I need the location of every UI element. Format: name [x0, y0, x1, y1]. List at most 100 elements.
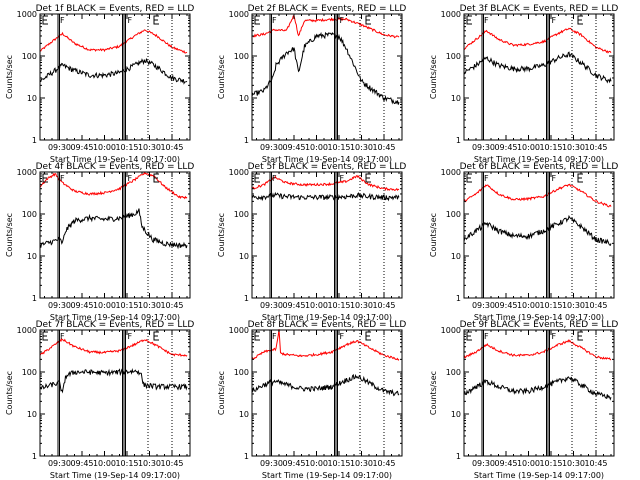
plot-frame: [251, 171, 403, 299]
series-events-black: [40, 58, 188, 85]
x-axis-label: Start Time (19-Sep-14 09:17:00): [262, 155, 392, 164]
marker-label: F: [340, 174, 345, 183]
x-tick-label: 09:45: [494, 459, 517, 468]
y-axis-label: Counts/sec: [429, 55, 438, 99]
series-lld-red: [463, 339, 612, 361]
y-tick-label: 100: [446, 210, 461, 219]
x-tick-label: 10:00: [517, 459, 540, 468]
x-tick-label: 10:30: [562, 143, 585, 152]
series-events-black: [39, 208, 188, 250]
marker-label: F: [272, 174, 277, 183]
x-tick-label: 09:30: [472, 301, 495, 310]
series-lld-red: [39, 29, 188, 54]
x-tick-label: 10:00: [305, 301, 328, 310]
series-events-black: [39, 368, 188, 394]
x-tick-label: 09:30: [260, 143, 283, 152]
y-axis-label: Counts/sec: [429, 213, 438, 257]
x-tick-label: 10:15: [539, 301, 562, 310]
series-events-black: [463, 376, 612, 401]
panel-det-1: Det 1f BLACK = Events, RED = LLD Start Ti…: [5, 4, 194, 164]
plot-frame: [463, 171, 615, 299]
x-tick-label: 10:45: [584, 459, 607, 468]
x-tick-label: 10:45: [584, 143, 607, 152]
x-tick-label: 10:00: [93, 301, 116, 310]
plot-frame: [251, 329, 403, 457]
y-tick-label: 10: [451, 94, 461, 103]
y-tick-label: 1000: [229, 326, 249, 335]
series-events-black: [463, 51, 612, 84]
x-tick-label: 10:15: [327, 143, 350, 152]
y-tick-label: 1000: [17, 168, 37, 177]
y-tick-label: 10: [27, 410, 37, 419]
y-tick-label: 10: [239, 252, 249, 261]
marker-label: F: [128, 332, 133, 341]
panel-title: Det 6f BLACK = Events, RED = LLD: [460, 162, 619, 172]
panel-title: Det 2f BLACK = Events, RED = LLD: [248, 4, 407, 14]
x-axis-label: Start Time (19-Sep-14 09:17:00): [262, 313, 392, 322]
x-tick-label: 10:30: [562, 301, 585, 310]
x-tick-label: 10:45: [160, 143, 183, 152]
x-tick-label: 09:45: [70, 143, 93, 152]
x-tick-label: 10:15: [115, 459, 138, 468]
x-tick-label: 10:15: [115, 143, 138, 152]
y-tick-label: 1: [456, 294, 461, 303]
x-axis-label: Start Time (19-Sep-14 09:17:00): [474, 471, 604, 480]
plot-frame: [463, 13, 615, 141]
y-tick-label: 1: [244, 452, 249, 461]
panel-title: Det 1f BLACK = Events, RED = LLD: [36, 4, 195, 14]
y-tick-label: 10: [27, 252, 37, 261]
x-tick-label: 09:45: [494, 301, 517, 310]
x-tick-label: 09:45: [70, 459, 93, 468]
y-tick-label: 1: [32, 452, 37, 461]
y-tick-label: 10: [239, 410, 249, 419]
panel-det-7: Det 7f BLACK = Events, RED = LLD Start Ti…: [5, 320, 194, 480]
y-tick-label: 1000: [229, 10, 249, 19]
y-tick-label: 10: [451, 252, 461, 261]
x-tick-label: 09:30: [48, 301, 71, 310]
marker-label: F: [552, 332, 557, 341]
x-tick-label: 10:30: [138, 143, 161, 152]
x-tick-label: 10:00: [93, 459, 116, 468]
panel-det-3: Det 3f BLACK = Events, RED = LLD Start Ti…: [429, 4, 618, 164]
panel-det-4: Det 4f BLACK = Events, RED = LLD Start Ti…: [5, 162, 194, 322]
y-tick-label: 100: [446, 52, 461, 61]
panel-title: Det 3f BLACK = Events, RED = LLD: [460, 4, 619, 14]
y-axis-label: Counts/sec: [429, 371, 438, 415]
x-tick-label: 10:45: [160, 301, 183, 310]
marker-label: F: [60, 16, 65, 25]
y-tick-label: 1: [456, 136, 461, 145]
y-tick-label: 100: [234, 210, 249, 219]
x-tick-label: 10:15: [539, 459, 562, 468]
x-tick-label: 10:00: [305, 459, 328, 468]
x-tick-label: 09:45: [282, 459, 305, 468]
marker-label: F: [60, 332, 65, 341]
x-tick-label: 10:00: [517, 301, 540, 310]
series-lld-red: [463, 183, 612, 208]
series-lld-red: [463, 27, 612, 54]
x-tick-label: 09:30: [260, 459, 283, 468]
x-axis-label: Start Time (19-Sep-14 09:17:00): [50, 313, 180, 322]
x-tick-label: 09:45: [282, 301, 305, 310]
y-tick-label: 1000: [441, 326, 461, 335]
series-lld-red: [251, 174, 400, 192]
y-tick-label: 100: [22, 210, 37, 219]
x-tick-label: 10:15: [115, 301, 138, 310]
marker-label: F: [60, 174, 65, 183]
x-tick-label: 10:45: [372, 459, 395, 468]
x-tick-label: 09:45: [494, 143, 517, 152]
y-tick-label: 100: [446, 368, 461, 377]
y-tick-label: 1: [244, 294, 249, 303]
y-axis-label: Counts/sec: [217, 371, 226, 415]
y-tick-label: 1000: [441, 10, 461, 19]
x-tick-label: 10:45: [372, 143, 395, 152]
y-tick-label: 1000: [441, 168, 461, 177]
marker-label: F: [340, 16, 345, 25]
x-tick-label: 10:30: [138, 459, 161, 468]
series-events-black: [251, 191, 400, 202]
y-tick-label: 100: [22, 52, 37, 61]
x-axis-label: Start Time (19-Sep-14 09:17:00): [50, 155, 180, 164]
marker-label: F: [552, 174, 557, 183]
x-tick-label: 10:45: [160, 459, 183, 468]
plot-frame: [463, 329, 615, 457]
